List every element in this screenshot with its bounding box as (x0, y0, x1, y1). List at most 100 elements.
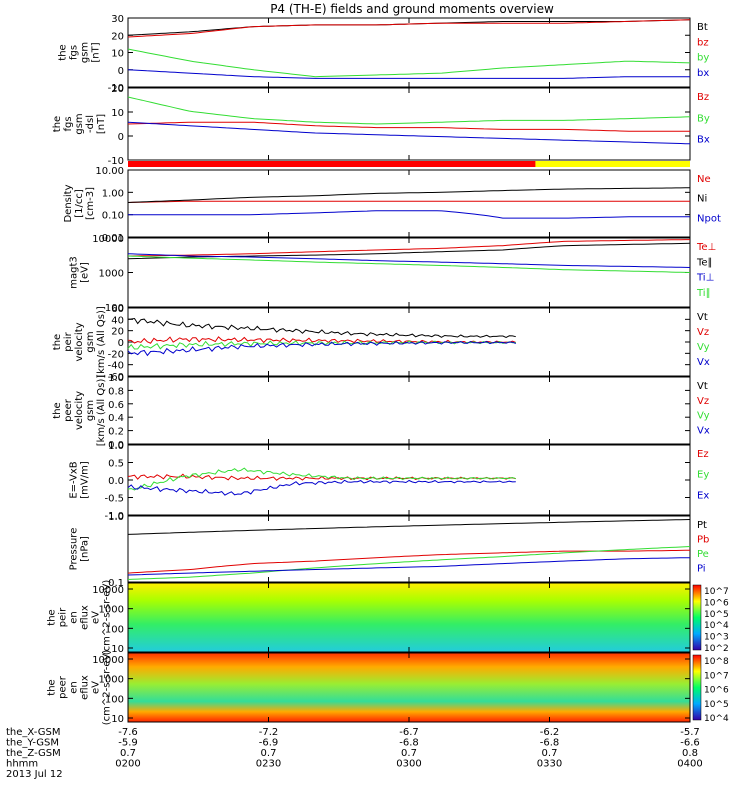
peer-velocity-legend-Vt: Vt (697, 381, 708, 392)
peir-velocity-line-Vx (127, 340, 516, 357)
quality-bar-red (128, 161, 536, 167)
fgs-gsm-dsl-frame (127, 87, 691, 161)
efield-line-Ex (127, 479, 516, 496)
peir-velocity-ytick: -40 (108, 361, 124, 372)
efield-ytick: -1.0 (104, 511, 124, 522)
density-line-Npot (128, 210, 690, 219)
density-legend-Npot: Npot (697, 213, 721, 224)
temperature-legend-Ti⊥: Ti⊥ (696, 273, 714, 284)
peer-eflux-spectrogram (128, 653, 690, 722)
peer-velocity-legend-Vy: Vy (697, 411, 710, 422)
fgs-gsm-ytick: 20 (111, 31, 124, 42)
fgs-gsm-dsl-line-By (127, 96, 691, 125)
pressure-line-Pi (127, 557, 690, 576)
fgs-gsm-ytick: -10 (108, 83, 124, 94)
density-frame (127, 169, 691, 238)
peir-velocity-ytick: -20 (108, 349, 124, 360)
peer-velocity-ytick: 0.2 (108, 427, 124, 438)
pressure-legend-Pt: Pt (697, 520, 707, 531)
peir-velocity-ytick: 60 (111, 304, 124, 315)
peer-eflux-colorbar-tick: 10^4 (704, 714, 729, 724)
pressure-legend-Pb: Pb (697, 535, 709, 546)
efield-ytick: -0.5 (104, 494, 124, 505)
pressure-line-Pt (127, 519, 691, 535)
quality-bar-yellow (535, 161, 690, 167)
peer-velocity-frame (127, 376, 691, 445)
footer-label: the_Y-GSM (6, 738, 59, 749)
footer-value: -6.8 (399, 738, 419, 749)
temperature-ytick: 10000 (92, 234, 124, 245)
density-ytick: 0.10 (102, 211, 124, 222)
fgs-gsm-line-by (127, 48, 691, 78)
footer-value: 0.7 (542, 748, 558, 759)
footer-label: the_X-GSM (6, 727, 60, 738)
footer-value: 0400 (677, 759, 702, 770)
peir-eflux-colorbar-tick: 10^4 (704, 621, 729, 631)
peir-eflux-colorbar (692, 584, 702, 651)
fgs-gsm-legend-bz: bz (697, 37, 709, 48)
peir-velocity-ytick: 40 (111, 315, 124, 326)
footer-value: 0300 (396, 759, 421, 770)
efield-legend-Ez: Ez (697, 449, 709, 460)
pressure-ytick: 1.0 (108, 512, 124, 523)
peer-velocity-ytick: 0.0 (108, 440, 124, 451)
peir-eflux-ytick: 1000 (99, 605, 124, 616)
temperature-frame (127, 237, 691, 308)
pressure-legend-Pi: Pi (697, 564, 706, 575)
temperature-line-Te⊥ (128, 239, 690, 257)
fgs-gsm-dsl-legend-Bx: Bx (697, 135, 710, 146)
fgs-gsm-dsl-ytick: 20 (111, 84, 124, 95)
fgs-gsm-legend-bx: bx (697, 68, 709, 79)
peer-eflux-colorbar-tick: 10^6 (704, 686, 729, 696)
footer-value: -6.7 (399, 727, 419, 738)
peir-eflux-ytick: 10 (111, 644, 124, 655)
peir-eflux-colorbar-tick: 10^2 (704, 644, 729, 654)
density-ylabel: Density[1/cc][cm-3] (63, 184, 96, 222)
temperature-ylabel: magt3[eV] (69, 256, 91, 289)
footer-label: the_Z-GSM (6, 748, 61, 759)
footer-value: 0200 (115, 759, 140, 770)
peir-velocity-line-Vt (127, 317, 516, 338)
panels-group: thefgsgsm[nT]3020100-10Btbzbybxthefgsgsm… (47, 14, 729, 725)
fgs-gsm-dsl-legend-By: By (697, 113, 710, 124)
peir-velocity-line-Vy (127, 340, 516, 350)
fgs-gsm-ytick: 30 (111, 14, 124, 25)
footer-value: -7.2 (259, 727, 279, 738)
fgs-gsm-dsl-ytick: -10 (108, 156, 124, 167)
efield-ytick: 0.0 (108, 476, 124, 487)
peir-eflux-ylabel: thepeirenefluxeV(cm^2-s-sr-eV) (47, 580, 113, 656)
peer-velocity-ytick: 0.8 (108, 386, 124, 397)
peir-velocity-legend-Vz: Vz (697, 327, 709, 338)
fgs-gsm-dsl-ytick: 10 (111, 108, 124, 119)
peer-eflux-colorbar (692, 654, 702, 721)
peir-velocity-ytick: 20 (111, 327, 124, 338)
ephemeris-footer: the_X-GSM -7.6 -7.2 -6.7 -6.2 -5.7 the_Y-GSM -5… (6, 727, 703, 780)
peir-velocity-ylabel: thepeirvelocitygsm[km/s (All Qs)] (52, 306, 107, 378)
density-legend-Ni: Ni (697, 194, 707, 205)
footer-label: hhmm (6, 759, 38, 770)
pressure-line-Pe (127, 546, 691, 580)
footer-value: 0.7 (261, 748, 277, 759)
peer-eflux-ytick: 100 (105, 694, 124, 705)
footer-value: 0230 (256, 759, 281, 770)
peer-velocity-legend-Vx: Vx (697, 425, 710, 436)
efield-legend-Ex: Ex (697, 490, 709, 501)
peir-velocity-ytick: -60 (108, 372, 124, 383)
peir-velocity-frame (127, 307, 691, 377)
density-line-Ne (127, 200, 690, 203)
peer-velocity-ytick: 0.4 (108, 413, 124, 424)
fgs-gsm-dsl-line-Bz (127, 121, 690, 132)
footer-value: -7.6 (118, 727, 138, 738)
peer-eflux-ytick: 1000 (99, 675, 124, 686)
temperature-ytick: 100 (105, 303, 124, 314)
peer-eflux-ytick: 10 (111, 714, 124, 725)
fgs-gsm-line-bz (127, 19, 691, 38)
peir-velocity-legend-Vt: Vt (697, 312, 708, 323)
footer-value: -6.8 (540, 738, 560, 749)
peir-eflux-colorbar-tick: 10^5 (704, 610, 729, 620)
footer-value: 0330 (537, 759, 562, 770)
footer-value: -6.2 (540, 727, 560, 738)
density-line-Ni (127, 187, 690, 203)
fgs-gsm-dsl-legend-Bz: Bz (697, 92, 709, 103)
